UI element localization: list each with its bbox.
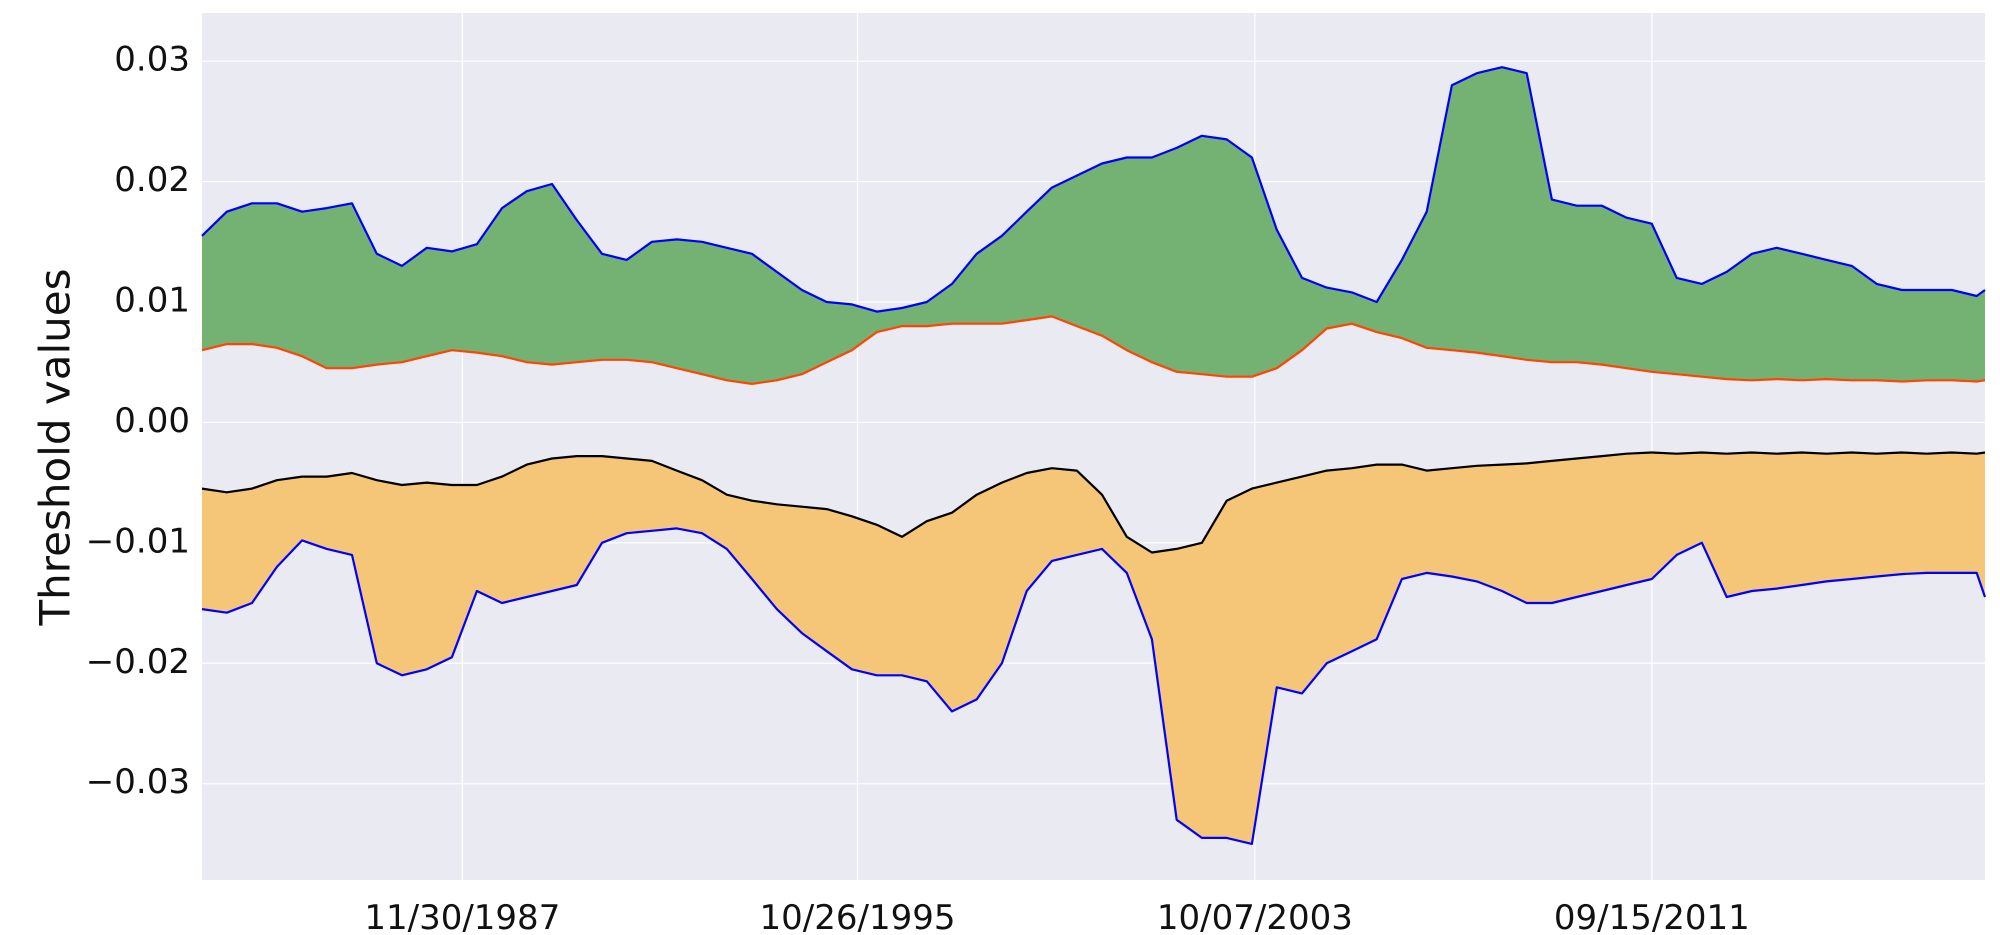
- y-tick-label: 0.03: [114, 40, 190, 80]
- lower-band-fill: [202, 452, 1985, 844]
- series-lines: [201, 66, 1987, 845]
- upper-outer-line: [201, 66, 1986, 313]
- x-axis-ticks: 11/30/1987 10/26/1995 10/07/2003 09/15/2011: [364, 898, 1749, 935]
- x-tick-label: 10/26/1995: [760, 898, 956, 935]
- lower-inner-line: [201, 451, 1986, 554]
- upper-band-fill: [202, 67, 1985, 384]
- plot-background: [202, 13, 1985, 880]
- band-fills: [202, 67, 1985, 844]
- x-tick-label: 11/30/1987: [364, 898, 560, 935]
- x-tick-label: 09/15/2011: [1554, 898, 1750, 935]
- y-tick-label: 0.00: [114, 401, 190, 441]
- lower-outer-line: [201, 527, 1987, 845]
- x-tick-label: 10/07/2003: [1157, 898, 1353, 935]
- y-tick-label: −0.01: [86, 521, 190, 561]
- y-axis-ticks: 0.03 0.02 0.01 0.00 −0.01 −0.02 −0.03: [86, 40, 190, 803]
- y-axis-label: Threshold values: [31, 269, 80, 627]
- upper-inner-line: [201, 315, 1986, 385]
- y-tick-label: −0.03: [86, 762, 190, 802]
- y-tick-label: −0.02: [86, 642, 190, 682]
- y-tick-label: 0.02: [114, 160, 190, 200]
- y-tick-label: 0.01: [114, 281, 190, 321]
